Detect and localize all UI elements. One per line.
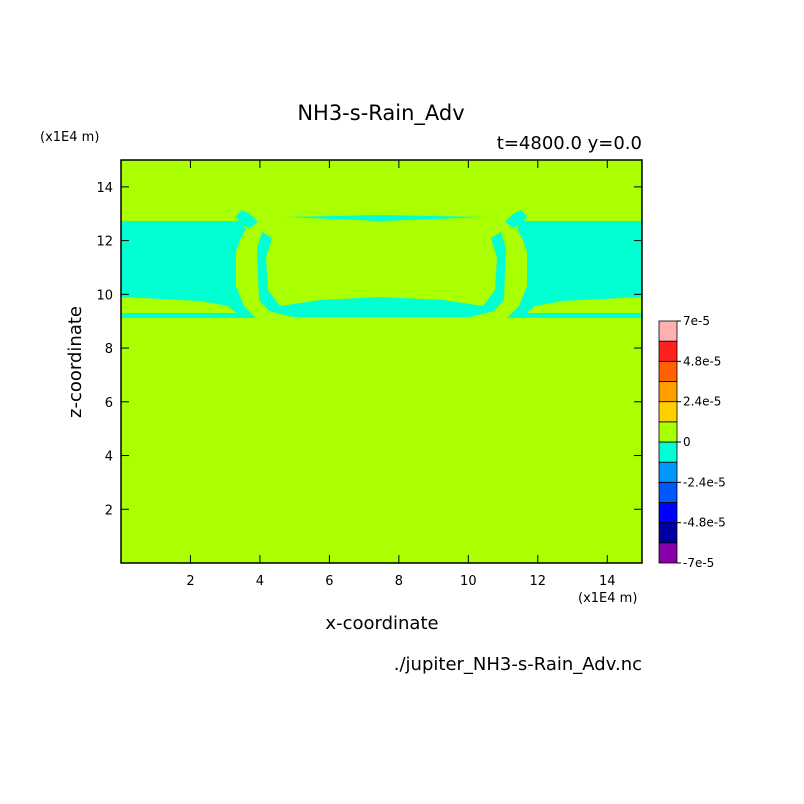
contour-region bbox=[505, 210, 527, 228]
x-tick-label: 2 bbox=[186, 574, 194, 589]
colorbar-swatch bbox=[658, 461, 678, 483]
colorbar-swatch bbox=[658, 421, 678, 443]
colorbar-label: 2.4e-5 bbox=[683, 395, 721, 409]
contour-region bbox=[285, 215, 487, 221]
x-tick-label: 12 bbox=[530, 574, 547, 589]
colorbar-swatch bbox=[658, 340, 678, 362]
y-unit: (x1E4 m) bbox=[40, 130, 99, 145]
contour-regions bbox=[121, 297, 642, 313]
contour-region bbox=[507, 221, 642, 318]
y-tick-label: 14 bbox=[96, 181, 113, 196]
colorbar-swatch bbox=[658, 481, 678, 503]
colorbar-label: -4.8e-5 bbox=[683, 516, 726, 530]
source-file: ./jupiter_NH3-s-Rain_Adv.nc bbox=[394, 654, 642, 675]
colorbar-label: 4.8e-5 bbox=[683, 354, 721, 368]
colorbar-swatch bbox=[658, 320, 678, 342]
colorbar-swatch bbox=[658, 360, 678, 382]
colorbar-label: -7e-5 bbox=[683, 556, 714, 570]
colorbar-swatch bbox=[658, 441, 678, 463]
y-tick-label: 2 bbox=[105, 503, 113, 518]
plot-frame bbox=[120, 159, 643, 564]
colorbar-label: 7e-5 bbox=[683, 314, 710, 328]
chart-subtitle: t=4800.0 y=0.0 bbox=[497, 133, 642, 154]
y-tick-label: 8 bbox=[105, 342, 113, 357]
y-tick-label: 6 bbox=[105, 396, 113, 411]
x-tick-label: 6 bbox=[325, 574, 333, 589]
contour-regions bbox=[121, 210, 642, 318]
contour-region bbox=[121, 221, 256, 318]
x-unit: (x1E4 m) bbox=[578, 591, 637, 606]
x-axis-label: x-coordinate bbox=[325, 613, 438, 634]
colorbar-label: -2.4e-5 bbox=[683, 475, 726, 489]
contour-region bbox=[121, 297, 236, 313]
contour-region bbox=[236, 210, 258, 228]
y-tick-label: 4 bbox=[105, 450, 113, 465]
colorbar-swatch bbox=[658, 522, 678, 544]
x-tick-label: 8 bbox=[395, 574, 403, 589]
colorbar-swatch bbox=[658, 542, 678, 564]
y-tick-label: 10 bbox=[96, 288, 113, 303]
contour-field bbox=[121, 160, 642, 563]
contour-region bbox=[257, 232, 506, 317]
x-tick-label: 14 bbox=[599, 574, 616, 589]
chart-title: NH3-s-Rain_Adv bbox=[297, 101, 464, 126]
y-tick-label: 12 bbox=[96, 235, 113, 250]
colorbar-label: 0 bbox=[683, 435, 691, 449]
x-tick-label: 4 bbox=[256, 574, 264, 589]
y-axis-label: z-coordinate bbox=[65, 306, 86, 418]
colorbar-swatch bbox=[658, 502, 678, 524]
colorbar-swatch bbox=[658, 401, 678, 423]
x-tick-label: 10 bbox=[460, 574, 477, 589]
contour-region bbox=[527, 297, 642, 313]
colorbar-swatch bbox=[658, 381, 678, 403]
